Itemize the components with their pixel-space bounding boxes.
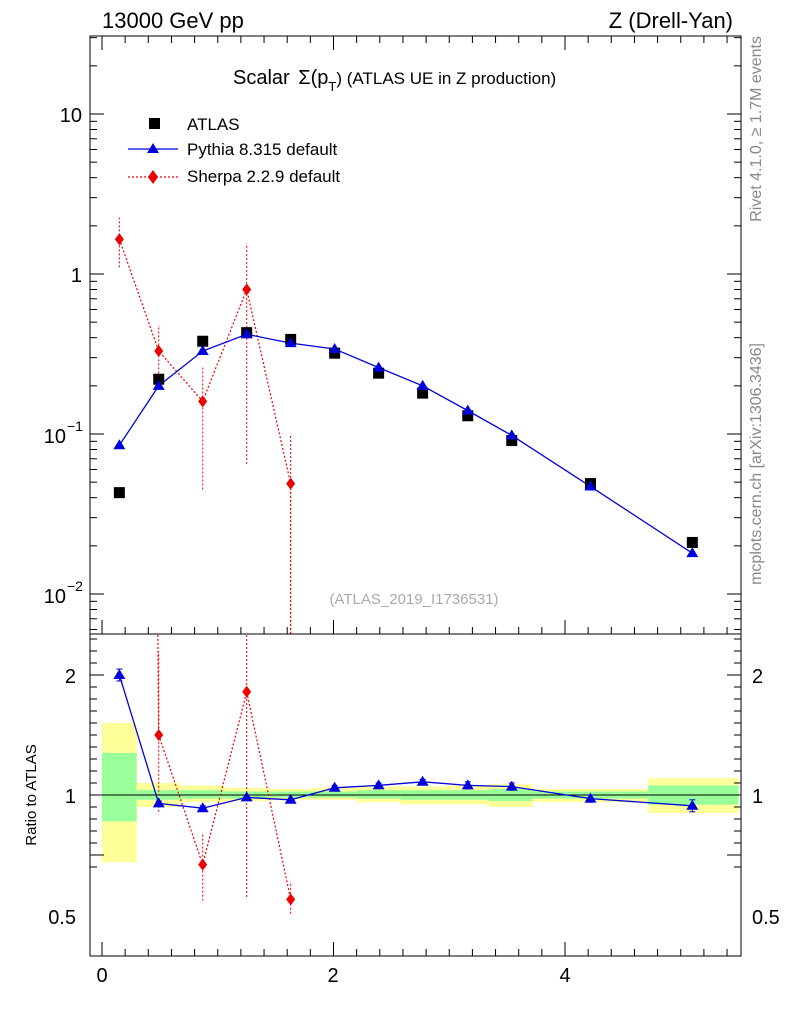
ratio-band-inner	[179, 790, 225, 799]
chart-title: Scalar Σ(pT) (ATLAS UE in Z production)	[233, 67, 556, 94]
ratio-ytick-0.5-left: 0.5	[48, 907, 76, 929]
atlas-data-point	[153, 373, 165, 385]
main-ytick-0.01-exp: −2	[67, 578, 83, 594]
xtick-0: 0	[96, 965, 107, 987]
ratio-ytick-1-right: 1	[752, 786, 763, 808]
legend-pythia-label: Pythia 8.315 default	[187, 140, 338, 159]
sherpa-point	[286, 477, 296, 490]
ratio-sherpa-point	[242, 685, 252, 698]
atlas-data-point	[373, 367, 385, 379]
ratio-band-inner	[356, 790, 401, 799]
pythia-line	[118, 333, 693, 554]
sherpa-point	[114, 233, 124, 246]
legend-sherpa-label: Sherpa 2.2.9 default	[187, 167, 340, 186]
ratio-sherpa-point	[286, 893, 296, 906]
ratio-band-inner	[102, 753, 137, 822]
ratio-band-inner	[312, 791, 357, 798]
ratio-pythia-point	[113, 669, 126, 679]
ratio-y-ticks	[90, 638, 741, 868]
main-ytick-1: 1	[71, 265, 82, 287]
main-ytick-0.1: 10	[44, 426, 66, 448]
header-right: Z (Drell-Yan)	[609, 8, 733, 33]
atlas-data-point	[197, 335, 209, 347]
pythia-point	[152, 379, 165, 390]
xtick-2: 2	[327, 965, 338, 987]
rivet-label: Rivet 4.1.0, ≥ 1.7M events	[748, 36, 765, 222]
main-ytick-0.01-base: 10	[44, 586, 66, 608]
legend-atlas-label: ATLAS	[187, 115, 240, 134]
atlas-data-point	[462, 410, 474, 422]
pythia-point	[584, 480, 597, 491]
sherpa-point	[242, 283, 252, 296]
sherpa-point	[154, 345, 164, 358]
legend-atlas-marker	[149, 118, 160, 129]
ratio-pythia-point	[505, 780, 518, 791]
header-left: 13000 GeV pp	[102, 8, 244, 33]
ratio-sherpa-line	[157, 634, 292, 900]
sherpa-line	[118, 239, 292, 484]
atlas-data-point	[417, 387, 429, 399]
pythia-point	[461, 404, 474, 415]
ratio-pythia-point	[240, 791, 253, 802]
legend: ATLAS Pythia 8.315 default Sherpa 2.2.9 …	[128, 115, 340, 186]
pythia-point	[328, 342, 341, 353]
atlas-data-point	[506, 435, 518, 447]
ratio-pythia-line	[118, 674, 693, 809]
ratio-series	[113, 634, 699, 914]
ratio-ytick-2-right: 2	[752, 666, 763, 688]
ratio-ylabel: Ratio to ATLAS	[23, 744, 40, 845]
xtick-4: 4	[559, 965, 570, 987]
ratio-pythia-point	[196, 802, 209, 813]
ratio-pythia-point	[328, 781, 341, 792]
pythia-point	[686, 547, 699, 558]
atlas-data-point	[113, 487, 125, 499]
pythia-point	[284, 337, 297, 348]
main-ytick-0.1-base: 10	[44, 426, 66, 448]
main-x-ticks	[101, 36, 728, 634]
mcplots-label: mcplots.cern.ch [arXiv:1306.3436]	[748, 343, 765, 585]
ratio-ytick-0.5-right: 0.5	[752, 907, 780, 929]
ratio-pythia-point	[584, 792, 597, 803]
main-series	[113, 217, 699, 634]
main-ytick-0.01: 10	[44, 586, 66, 608]
pythia-point	[372, 361, 385, 372]
ratio-x-ticks	[101, 942, 728, 956]
main-y-ticks	[90, 37, 741, 630]
ratio-pythia-point	[461, 779, 474, 790]
ratio-sherpa-point	[154, 729, 164, 741]
ratio-pythia-point	[416, 775, 429, 786]
ratio-pythia-point	[686, 799, 699, 810]
ratio-panel: 2 1 0.5 2 1 0.5 Ratio to ATLAS 0 2 4	[23, 633, 780, 987]
pythia-point	[196, 345, 209, 356]
sherpa-point	[198, 395, 208, 408]
chart-title-rest: ) (ATLAS UE in Z production)	[336, 69, 556, 88]
ratio-ytick-1-left: 1	[65, 786, 76, 808]
main-panel: 10 1 10 −1 10 −2 Scalar Σ(pT) (ATLAS UE …	[44, 35, 742, 635]
atlas-data-point	[329, 347, 341, 359]
legend-sherpa-marker	[148, 170, 158, 184]
chart-title-sub: T	[328, 79, 336, 94]
pythia-point	[505, 429, 518, 440]
ratio-bands	[102, 723, 739, 863]
analysis-watermark: (ATLAS_2019_I1736531)	[329, 591, 498, 608]
ratio-pythia-point	[152, 797, 165, 808]
legend-pythia-marker	[147, 143, 159, 153]
chart-title-main: Scalar	[233, 67, 290, 89]
pythia-point	[113, 439, 126, 450]
pythia-point	[240, 328, 253, 339]
ratio-ytick-2-left: 2	[65, 666, 76, 688]
main-ytick-0.1-exp: −1	[67, 418, 83, 434]
chart-title-sigma: Σ(p	[298, 67, 328, 89]
ratio-sherpa-point	[198, 858, 208, 871]
ratio-pythia-point	[284, 793, 297, 804]
pythia-point	[416, 379, 429, 390]
atlas-data-point	[686, 536, 698, 548]
ratio-pythia-point	[372, 779, 385, 790]
main-ytick-10: 10	[60, 105, 82, 127]
